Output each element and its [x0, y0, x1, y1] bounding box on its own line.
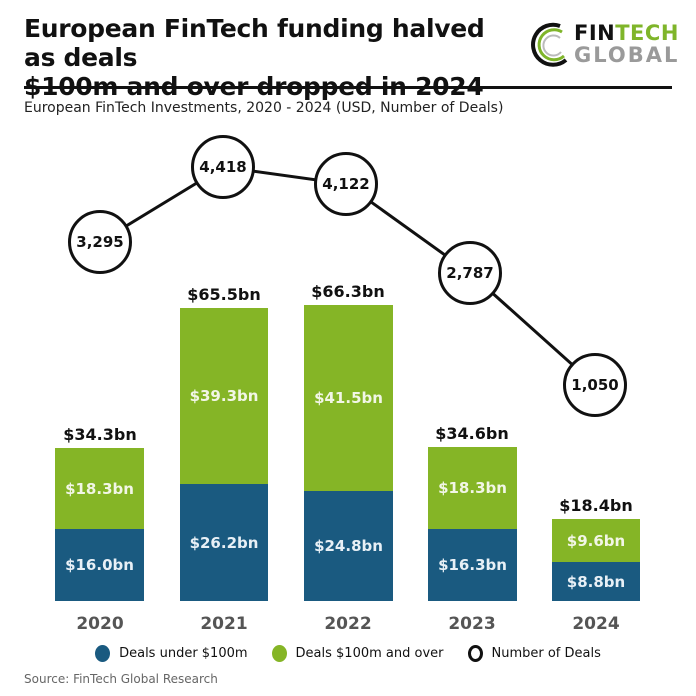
logo-global: GLOBAL: [574, 43, 680, 67]
deals-node-2023: 2,787: [438, 241, 502, 305]
legend-item-under: Deals under $100m: [95, 645, 248, 662]
year-label: 2024: [572, 614, 620, 634]
deals-node-2021: 4,418: [191, 135, 255, 199]
green-circle-icon: [271, 645, 287, 662]
bar-segment-under: $8.8bn: [552, 562, 640, 601]
bar-segment-over: $41.5bn: [304, 305, 393, 491]
legend-item-over: Deals $100m and over: [271, 645, 444, 662]
bar-2021: $39.3bn $26.2bn: [180, 308, 268, 601]
bar-2022: $41.5bn $24.8bn: [304, 305, 393, 601]
fintech-global-logo: FINTECH GLOBAL: [530, 18, 680, 74]
year-label: 2021: [200, 614, 248, 634]
title-divider: [24, 86, 672, 89]
bar-2020: $18.3bn $16.0bn: [55, 448, 144, 601]
outline-circle-icon: [467, 645, 483, 662]
legend-item-deals: Number of Deals: [467, 645, 601, 662]
blue-circle-icon: [95, 645, 111, 662]
legend: Deals under $100m Deals $100m and over N…: [0, 645, 696, 662]
bar-segment-under: $16.3bn: [428, 529, 517, 601]
legend-label: Deals $100m and over: [295, 646, 444, 661]
total-label: $66.3bn: [311, 282, 385, 301]
source-note: Source: FinTech Global Research: [24, 672, 218, 686]
total-label: $34.3bn: [63, 425, 137, 444]
legend-label: Number of Deals: [491, 646, 601, 661]
year-label: 2020: [76, 614, 124, 634]
legend-label: Deals under $100m: [119, 646, 248, 661]
year-label: 2022: [324, 614, 372, 634]
logo-tech: TECH: [615, 21, 679, 45]
year-label: 2023: [448, 614, 496, 634]
bar-segment-under: $16.0bn: [55, 529, 144, 601]
deals-node-2020: 3,295: [68, 210, 132, 274]
logo-ring-icon: [531, 22, 568, 67]
total-label: $18.4bn: [559, 496, 633, 515]
bar-segment-over: $18.3bn: [428, 447, 517, 529]
bar-segment-over: $39.3bn: [180, 308, 268, 484]
logo-fin: FIN: [574, 21, 616, 45]
bar-2024: $9.6bn $8.8bn: [552, 519, 640, 601]
bar-segment-under: $26.2bn: [180, 484, 268, 601]
total-label: $65.5bn: [187, 285, 261, 304]
deals-node-2024: 1,050: [563, 353, 627, 417]
title-line-1: European FinTech funding halved as deals: [24, 14, 485, 72]
bar-segment-over: $9.6bn: [552, 519, 640, 562]
bar-segment-over: $18.3bn: [55, 448, 144, 529]
chart-subtitle: European FinTech Investments, 2020 - 202…: [24, 100, 504, 116]
bar-segment-under: $24.8bn: [304, 491, 393, 601]
bar-2023: $18.3bn $16.3bn: [428, 447, 517, 601]
total-label: $34.6bn: [435, 424, 509, 443]
deals-node-2022: 4,122: [314, 152, 378, 216]
